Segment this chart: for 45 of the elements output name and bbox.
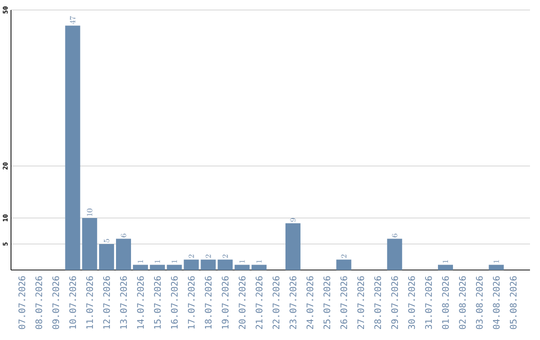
x-tick-label: 27.07.2026 <box>357 276 364 329</box>
x-tick-label: 20.07.2026 <box>238 276 246 329</box>
x-tick-label: 04.08.2026 <box>492 276 500 330</box>
x-tick-label: 26.07.2026 <box>340 276 348 329</box>
x-tick-label: 21.07.2026 <box>256 276 262 329</box>
x-tick-label: 11.07.2026 <box>86 276 94 329</box>
x-tick-label: 19.07.2026 <box>222 276 229 329</box>
x-tick-label: 09.07.2026 <box>52 276 60 330</box>
x-tick-label: 28.07.2026 <box>374 276 382 329</box>
bar <box>65 26 80 270</box>
bar <box>132 264 148 270</box>
bar <box>116 238 132 270</box>
x-tick-label: 18.07.2026 <box>204 276 212 329</box>
x-tick-label: 13.07.2026 <box>120 276 127 329</box>
bar <box>488 264 504 270</box>
bar <box>166 264 182 270</box>
x-tick-label: 24.07.2026 <box>306 276 314 329</box>
bar <box>438 264 453 270</box>
x-tick-label: 08.07.2026 <box>35 276 42 330</box>
bar <box>234 264 250 270</box>
x-tick-label: 25.07.2026 <box>323 276 330 329</box>
bar <box>252 264 267 270</box>
x-tick-label: 31.07.2026 <box>425 276 432 330</box>
x-tick-label: 15.07.2026 <box>154 276 161 329</box>
x-tick-label: 30.07.2026 <box>408 276 415 330</box>
bar <box>336 260 352 270</box>
x-tick-label: 01.08.2026 <box>442 276 449 330</box>
bar <box>150 264 165 270</box>
x-tick-label: 17.07.2026 <box>188 276 195 329</box>
bar <box>387 238 402 270</box>
x-tick-label: 07.07.2026 <box>18 276 26 330</box>
bar <box>218 260 233 270</box>
bar <box>285 223 300 270</box>
x-tick-label: 03.08.2026 <box>476 276 483 330</box>
x-tick-label: 02.08.2026 <box>459 276 466 330</box>
x-tick-label: 23.07.2026 <box>290 276 296 329</box>
x-tick-label: 05.08.2026 <box>510 276 517 330</box>
x-tick-label: 29.07.2026 <box>391 276 398 329</box>
x-tick-label: 12.07.2026 <box>103 276 110 329</box>
x-tick-label: 16.07.2026 <box>170 276 178 329</box>
x-tick-label: 14.07.2026 <box>137 276 144 329</box>
bar <box>82 218 98 270</box>
x-tick-label: 22.07.2026 <box>272 276 280 329</box>
x-tick-label: 10.07.2026 <box>69 276 76 329</box>
bar <box>99 244 114 270</box>
